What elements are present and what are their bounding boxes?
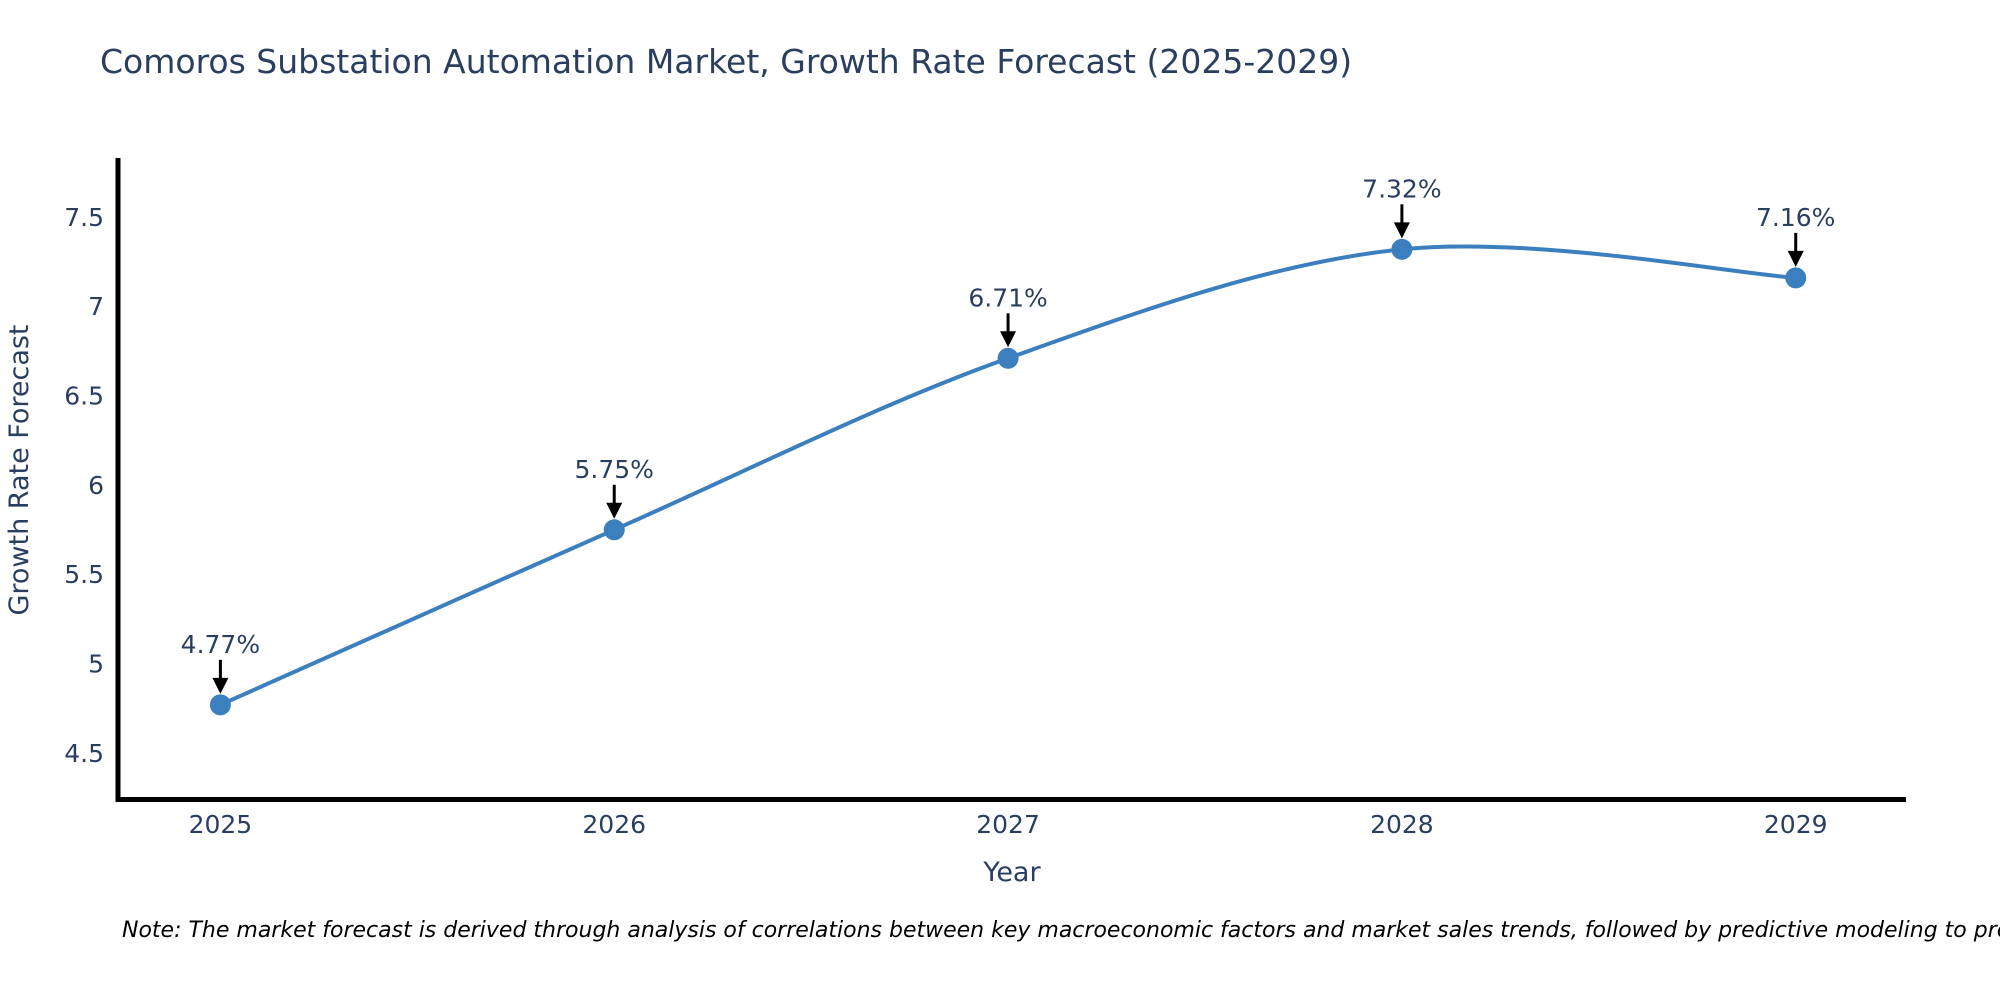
x-tick-label: 2028: [1370, 810, 1434, 839]
x-tick-label: 2026: [582, 810, 646, 839]
y-tick-label: 5: [88, 649, 104, 678]
data-point-label: 6.71%: [968, 283, 1047, 312]
data-point-2027: [997, 347, 1019, 369]
x-tick-label: 2025: [189, 810, 253, 839]
footnote: Note: The market forecast is derived thr…: [122, 918, 2000, 943]
annotation-arrowhead-icon: [212, 677, 229, 694]
x-tick-label: 2027: [976, 810, 1040, 839]
annotation-arrowhead-icon: [1787, 250, 1804, 267]
data-point-2028: [1391, 238, 1413, 260]
data-point-2026: [603, 519, 625, 541]
chart-title: Comoros Substation Automation Market, Gr…: [100, 42, 1353, 81]
data-point-label: 7.16%: [1756, 203, 1835, 232]
data-point-label: 4.77%: [181, 630, 260, 659]
x-tick-label: 2029: [1764, 810, 1828, 839]
annotation-arrowhead-icon: [606, 502, 623, 519]
y-tick-label: 5.5: [64, 560, 104, 589]
data-point-label: 7.32%: [1362, 174, 1441, 203]
data-point-label: 5.75%: [575, 455, 654, 484]
y-tick-label: 6.5: [64, 382, 104, 411]
data-point-2025: [209, 694, 231, 716]
y-tick-label: 6: [88, 471, 104, 500]
y-tick-label: 7: [88, 292, 104, 321]
y-tick-label: 7.5: [64, 203, 104, 232]
annotation-arrowhead-icon: [1000, 331, 1017, 348]
annotation-arrowhead-icon: [1393, 222, 1410, 239]
x-axis-title: Year: [982, 857, 1041, 888]
data-point-2029: [1785, 267, 1807, 289]
y-tick-label: 4.5: [64, 739, 104, 768]
y-axis-title: Growth Rate Forecast: [4, 324, 35, 615]
